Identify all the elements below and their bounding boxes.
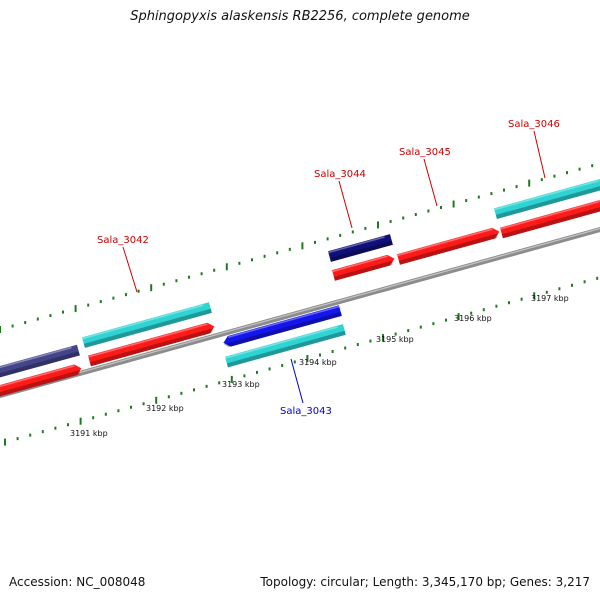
cds-forward-cyan[interactable] (494, 177, 600, 219)
cds-forward-slate[interactable] (0, 344, 80, 378)
cds-forward-darkblue[interactable] (328, 234, 393, 262)
scale-label: 3197 kbp (531, 294, 569, 303)
scale-label: 3192 kbp (146, 404, 184, 413)
gene-label-sala-3046[interactable]: Sala_3046 (508, 119, 560, 130)
gene-label-sala-3045[interactable]: Sala_3045 (399, 147, 451, 158)
gene-label-sala-3043[interactable]: Sala_3043 (280, 406, 332, 417)
label-leader-lines (122, 130, 546, 404)
genome-backbone (0, 226, 600, 399)
gene-label-sala-3042[interactable]: Sala_3042 (97, 235, 149, 246)
cds-forward-red[interactable] (0, 363, 83, 397)
leader-line (122, 246, 138, 293)
gene-labels: Sala_3042 Sala_3043 Sala_3044 Sala_3045 Sala… (97, 119, 560, 417)
accession-text: Accession: NC_008048 (9, 575, 146, 589)
scale-label: 3191 kbp (70, 429, 108, 438)
map-title: Sphingopyxis alaskensis RB2256, complete… (130, 9, 470, 24)
cds-forward-red[interactable] (88, 321, 216, 367)
scale-label: 3193 kbp (222, 380, 260, 389)
scale-label: 3194 kbp (299, 358, 337, 367)
gene-features (0, 177, 600, 397)
scale-label: 3195 kbp (376, 335, 414, 344)
scale-labels: 3191 kbp 3192 kbp 3193 kbp 3194 kbp 3195 kbp… (70, 294, 569, 438)
gene-label-sala-3044[interactable]: Sala_3044 (314, 169, 366, 180)
cds-forward-red[interactable] (397, 226, 501, 265)
leader-line (290, 358, 304, 404)
backbone-highlight (0, 227, 600, 396)
leader-line (338, 180, 353, 229)
cds-reverse-cyan[interactable] (225, 324, 346, 368)
scale-label: 3196 kbp (454, 314, 492, 323)
cds-forward-red[interactable] (332, 253, 396, 281)
cds-forward-red[interactable] (500, 199, 600, 239)
cds-forward-cyan[interactable] (82, 302, 212, 348)
tick-marks (0, 164, 599, 446)
genome-summary-text: Topology: circular; Length: 3,345,170 bp… (260, 575, 590, 589)
backbone-line (0, 226, 600, 399)
leader-line (533, 130, 546, 179)
cds-reverse-blue[interactable] (222, 305, 342, 348)
leader-line (423, 158, 438, 207)
